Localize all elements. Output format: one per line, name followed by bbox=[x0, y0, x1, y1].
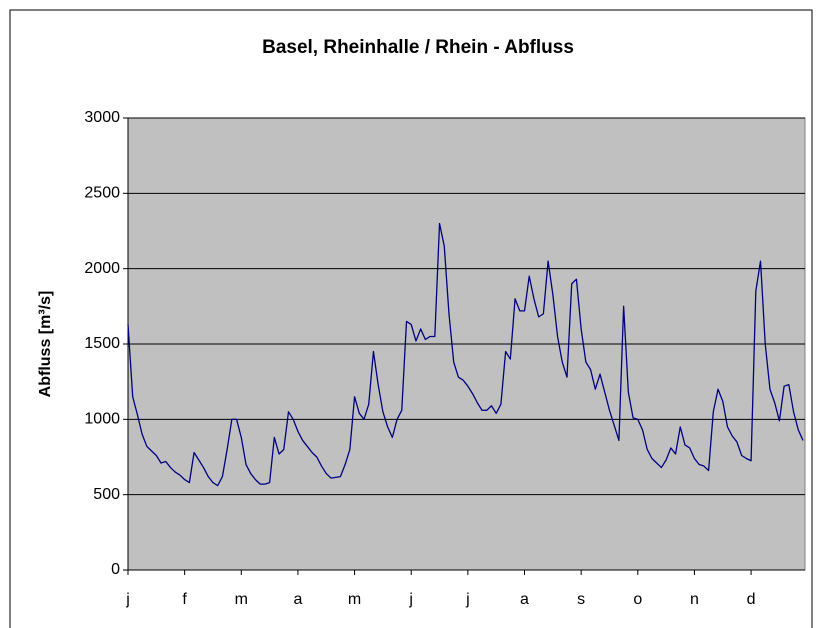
y-tick-label: 0 bbox=[111, 561, 120, 578]
x-tick-label: f bbox=[182, 591, 187, 608]
x-tick-label: j bbox=[408, 591, 413, 608]
x-tick-label: m bbox=[235, 591, 248, 608]
y-tick-label: 1000 bbox=[84, 411, 120, 428]
y-tick-label: 500 bbox=[93, 486, 120, 503]
y-axis-label: Abfluss [m³/s] bbox=[37, 291, 54, 398]
x-tick-label: d bbox=[747, 591, 756, 608]
x-tick-label: j bbox=[465, 591, 470, 608]
chart-title: Basel, Rheinhalle / Rhein - Abfluss bbox=[262, 37, 574, 58]
x-tick-label: s bbox=[577, 591, 585, 608]
x-tick-label: a bbox=[293, 591, 302, 608]
data-line bbox=[127, 222, 804, 487]
x-tick-label: j bbox=[125, 591, 130, 608]
y-tick-label: 1500 bbox=[84, 335, 120, 352]
y-tick-label: 2500 bbox=[84, 185, 120, 202]
x-tick-label: m bbox=[348, 591, 361, 608]
y-tick-label: 3000 bbox=[84, 109, 120, 126]
x-tick-label: o bbox=[633, 591, 642, 608]
y-tick-label: 2000 bbox=[84, 260, 120, 277]
x-tick-label: a bbox=[520, 591, 529, 608]
x-tick-label: n bbox=[690, 591, 699, 608]
